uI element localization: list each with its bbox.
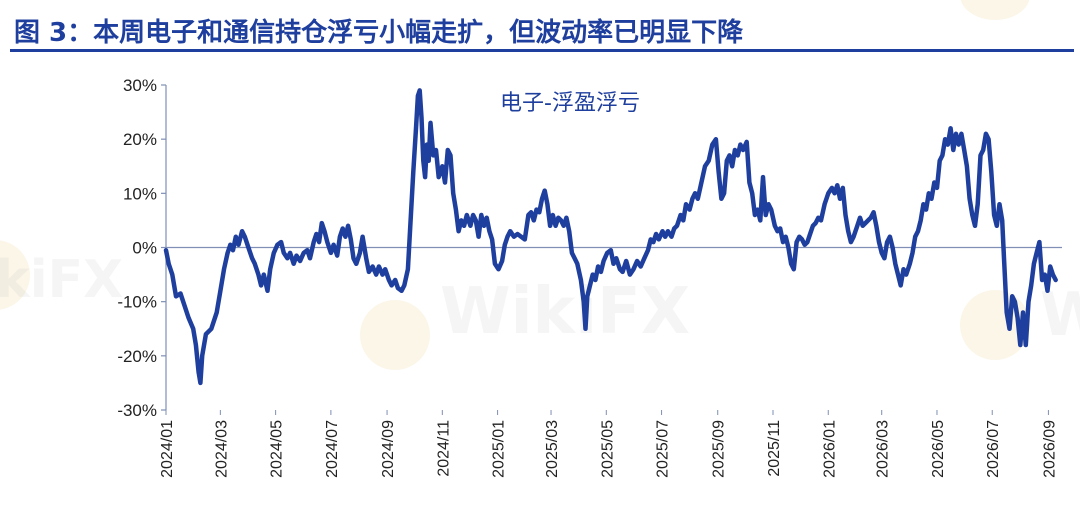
labels-layer: 30% 20% 10% 0% -10% -20% -30%2024/01 2024/03 202… — [117, 76, 1058, 478]
y-tick-label: -30% — [117, 401, 157, 420]
y-tick-label: -20% — [117, 347, 157, 366]
x-tick-label: 2025/05 — [599, 420, 616, 478]
title-underline — [10, 49, 1074, 52]
x-tick-label: 2024/09 — [380, 420, 397, 478]
x-tick-label: 2025/11 — [766, 420, 783, 477]
series-line — [163, 88, 1058, 386]
legend-label: 电子-浮盈浮亏 — [500, 91, 640, 116]
x-tick-label: 2025/09 — [711, 420, 728, 478]
x-tick-label: 2026/07 — [985, 420, 1002, 478]
figure-title: 图 3：本周电子和通信持仓浮亏小幅走扩，但波动率已明显下降 — [14, 18, 744, 48]
x-tick-label: 2024/03 — [213, 420, 230, 478]
y-tick-label: 0% — [132, 239, 157, 258]
y-tick-label: 20% — [123, 130, 157, 149]
x-tick-label: 2025/03 — [544, 420, 561, 478]
x-tick-label: 2026/09 — [1041, 420, 1058, 478]
x-tick-label: 2026/03 — [875, 420, 892, 478]
y-tick-label: 30% — [123, 76, 157, 95]
x-tick-label: 2025/01 — [491, 420, 508, 478]
x-tick-label: 2024/01 — [159, 420, 176, 478]
x-tick-label: 2026/01 — [821, 420, 838, 478]
x-tick-label: 2025/07 — [655, 420, 672, 478]
x-tick-label: 2024/05 — [269, 420, 286, 478]
y-tick-label: -10% — [117, 293, 157, 312]
x-tick-label: 2024/11 — [435, 420, 452, 477]
series-layer — [163, 88, 1058, 386]
x-tick-label: 2026/05 — [930, 420, 947, 478]
x-tick-label: 2024/07 — [324, 420, 341, 478]
y-tick-label: 10% — [123, 184, 157, 203]
